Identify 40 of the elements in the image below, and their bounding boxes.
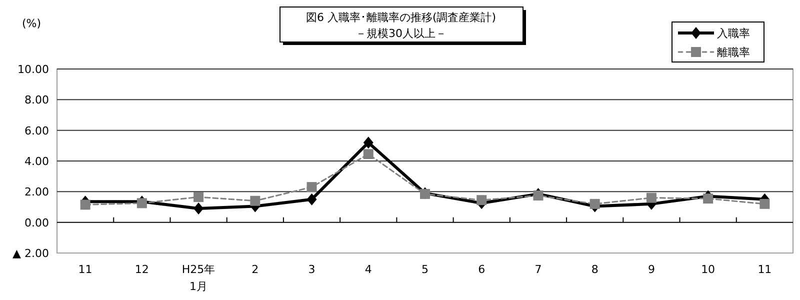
legend-label: 入職率: [717, 27, 750, 40]
x-tick-label: 11: [78, 263, 92, 276]
x-tick-label: 7: [534, 263, 542, 276]
y-axis-title: (%): [22, 17, 42, 30]
point: [590, 198, 600, 209]
point: [476, 195, 487, 206]
point: [80, 200, 90, 210]
y-tick-label: 6.00: [24, 124, 49, 138]
point: [136, 198, 147, 208]
y-tick-label: 4.00: [24, 155, 49, 168]
x-tick-label: 10: [701, 263, 716, 276]
x-tick-label: 9: [648, 263, 655, 276]
chart-title: 図6 入職率･離職率の推移(調査産業計): [306, 11, 496, 24]
x-tick-label: 12: [134, 263, 149, 276]
point: [363, 136, 374, 149]
x-tick-label: 3: [308, 263, 316, 276]
y-tick-label: 2.00: [24, 186, 49, 199]
point: [760, 198, 770, 209]
legend-label: 離職率: [717, 46, 750, 59]
y-tick-label: 0.00: [24, 216, 49, 230]
x-tick-label: 5: [422, 263, 428, 276]
y-tick-label: 10.00: [18, 63, 49, 76]
point: [646, 192, 656, 203]
point: [250, 196, 260, 206]
point: [306, 193, 317, 206]
point: [194, 192, 204, 202]
x-tick-label: 4: [364, 263, 372, 276]
point: [194, 202, 204, 215]
x-tick-label: 2: [252, 263, 259, 276]
x-tick-label: 8: [591, 263, 598, 276]
point: [533, 190, 544, 200]
y-tick-label: 8.00: [24, 94, 49, 107]
x-tick-label: 11: [758, 263, 772, 276]
point: [306, 182, 317, 192]
x-tick-label: H25年 1月: [182, 263, 216, 293]
x-tick-label: 6: [478, 263, 486, 276]
point: [363, 149, 374, 160]
y-tick-label: ▲ 2.00: [12, 247, 49, 260]
point: [703, 194, 714, 204]
chart-subtitle: －規模30人以上－: [356, 27, 446, 40]
